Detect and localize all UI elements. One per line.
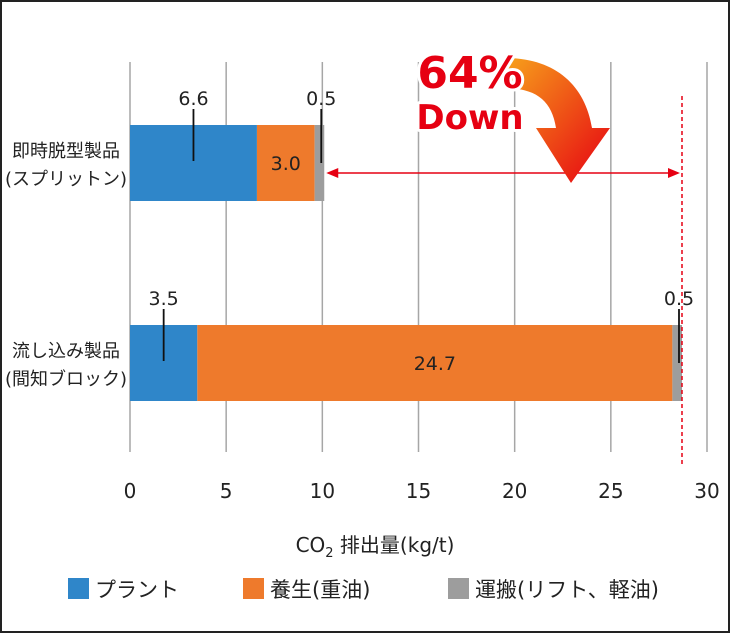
difference-arrowhead-left bbox=[326, 168, 339, 178]
legend-swatch bbox=[448, 578, 469, 599]
x-axis-title: CO2 排出量(kg/t) bbox=[296, 533, 455, 561]
data-label: 0.5 bbox=[306, 88, 336, 110]
reduction-percent-text: 64% bbox=[417, 48, 522, 99]
x-tick-label: 5 bbox=[220, 479, 233, 503]
data-labels: 6.6 3.0 0.5 3.5 24.7 0.5 bbox=[149, 88, 695, 375]
bar-segment bbox=[672, 325, 682, 401]
data-label: 0.5 bbox=[664, 288, 694, 310]
legend-label: 養生(重油) bbox=[270, 578, 370, 602]
category-labels: 即時脱型製品 (スプリットン) 流し込み製品 (間知ブロック) bbox=[5, 141, 127, 390]
reduction-annotation: 64% Down bbox=[326, 45, 683, 466]
x-tick-label: 30 bbox=[694, 479, 719, 503]
data-label: 3.0 bbox=[271, 153, 301, 175]
bar-segment bbox=[197, 325, 673, 401]
category-label-line1: 即時脱型製品 bbox=[12, 141, 120, 162]
x-axis-title-subscript: 2 bbox=[325, 546, 333, 561]
x-tick-label: 15 bbox=[406, 479, 431, 503]
bar-segment bbox=[256, 125, 315, 201]
category-label-line2: (スプリットン) bbox=[5, 169, 127, 190]
bar-segment bbox=[314, 125, 325, 201]
reduction-down-text: Down bbox=[416, 98, 523, 138]
difference-arrowhead-right bbox=[667, 168, 680, 178]
category-label-line2: (間知ブロック) bbox=[5, 368, 127, 390]
x-tick-label: 10 bbox=[310, 479, 335, 503]
x-tick-label: 25 bbox=[598, 479, 623, 503]
legend: プラント 養生(重油) 運搬(リフト、軽油) bbox=[68, 578, 659, 602]
x-axis-title-rest: 排出量(kg/t) bbox=[334, 533, 455, 557]
data-label: 3.5 bbox=[149, 288, 179, 310]
curved-down-arrow bbox=[505, 58, 610, 183]
x-tick-label: 0 bbox=[124, 479, 137, 503]
legend-swatch bbox=[243, 578, 264, 599]
category-label-line1: 流し込み製品 bbox=[12, 341, 120, 362]
x-axis-title-main: CO bbox=[296, 533, 326, 557]
x-tick-label: 20 bbox=[502, 479, 527, 503]
data-label: 6.6 bbox=[178, 88, 208, 110]
legend-swatch bbox=[68, 578, 89, 599]
x-ticks: 0 5 10 15 20 25 30 bbox=[124, 479, 720, 503]
legend-label: プラント bbox=[95, 578, 179, 602]
data-label: 24.7 bbox=[414, 353, 456, 375]
legend-label: 運搬(リフト、軽油) bbox=[475, 578, 659, 602]
